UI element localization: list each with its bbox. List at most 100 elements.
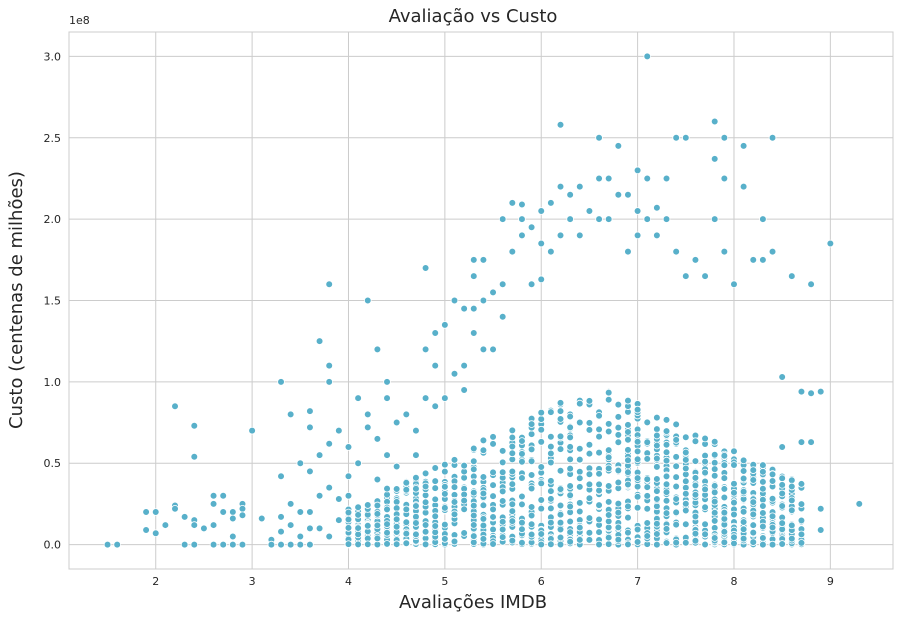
scatter-point bbox=[662, 416, 671, 424]
scatter-point bbox=[759, 467, 767, 476]
scatter-point bbox=[566, 423, 574, 432]
scatter-point bbox=[257, 514, 266, 523]
scatter-point bbox=[575, 399, 584, 408]
scatter-point bbox=[720, 538, 729, 547]
scatter-point bbox=[161, 521, 170, 529]
scatter-point bbox=[354, 540, 362, 549]
scatter-point bbox=[566, 528, 574, 536]
scatter-point bbox=[720, 174, 729, 183]
scatter-point bbox=[614, 478, 623, 487]
scatter-point bbox=[604, 215, 613, 223]
scatter-point bbox=[209, 500, 218, 508]
scatter-point bbox=[354, 524, 362, 532]
scatter-point bbox=[759, 534, 767, 542]
scatter-point bbox=[383, 528, 391, 537]
scatter-point bbox=[556, 399, 565, 407]
scatter-point bbox=[489, 345, 497, 354]
scatter-point bbox=[730, 510, 738, 519]
scatter-point bbox=[604, 174, 613, 183]
scatter-point bbox=[460, 304, 468, 313]
scatter-point bbox=[653, 413, 661, 422]
scatter-point bbox=[604, 453, 613, 462]
scatter-point bbox=[537, 425, 546, 434]
scatter-point bbox=[556, 415, 565, 423]
scatter-point bbox=[489, 440, 497, 448]
scatter-point bbox=[778, 443, 786, 451]
scatter-point bbox=[720, 528, 729, 536]
scatter-point bbox=[797, 387, 806, 396]
scatter-point bbox=[710, 517, 719, 525]
scatter-point bbox=[209, 491, 218, 500]
tick-labels: 2 3 4 5 6 7 8 9 0.0 0.5 1.0 1.5 2.0 2.5 3.0 bbox=[44, 50, 834, 588]
scatter-point bbox=[720, 515, 729, 523]
scatter-point bbox=[662, 509, 671, 517]
scatter-point bbox=[730, 461, 738, 469]
scatter-point bbox=[431, 361, 440, 370]
scatter-point bbox=[614, 535, 623, 544]
scatter-point bbox=[219, 508, 227, 516]
scatter-point bbox=[662, 480, 671, 489]
scatter-point bbox=[701, 457, 709, 466]
scatter-point bbox=[383, 520, 391, 528]
scatter-point bbox=[431, 484, 440, 492]
scatter-point bbox=[585, 207, 594, 215]
scatter-point bbox=[277, 513, 285, 521]
scatter-point bbox=[469, 532, 478, 540]
scatter-point bbox=[421, 521, 430, 529]
scatter-point bbox=[547, 477, 555, 485]
scatter-point bbox=[604, 482, 613, 490]
scatter-point bbox=[392, 498, 401, 506]
scatter-point bbox=[691, 256, 700, 264]
scatter-point bbox=[412, 426, 420, 435]
scatter-point bbox=[778, 373, 786, 381]
scatter-point bbox=[508, 433, 517, 442]
scatter-point bbox=[537, 275, 546, 284]
scatter-point bbox=[441, 394, 449, 402]
scatter-point bbox=[508, 517, 517, 525]
scatter-point bbox=[219, 491, 227, 500]
scatter-point bbox=[479, 521, 488, 530]
grid bbox=[69, 32, 893, 569]
scatter-point bbox=[624, 435, 632, 444]
scatter-point bbox=[335, 516, 343, 524]
scatter-point bbox=[547, 408, 555, 416]
scatter-point bbox=[556, 501, 565, 510]
scatter-point bbox=[614, 190, 623, 199]
scatter-point bbox=[691, 474, 700, 482]
scatter-point bbox=[190, 521, 199, 529]
x-tick-label: 5 bbox=[441, 575, 448, 588]
scatter-point bbox=[498, 525, 507, 534]
scatter-point bbox=[643, 504, 652, 513]
scatter-point bbox=[672, 247, 680, 256]
scatter-point bbox=[325, 532, 334, 541]
scatter-point bbox=[739, 518, 748, 526]
scatter-point bbox=[672, 420, 680, 429]
scatter-point bbox=[537, 239, 546, 248]
scatter-point bbox=[229, 508, 237, 516]
scatter-point bbox=[421, 469, 430, 478]
scatter-point bbox=[383, 378, 391, 386]
scatter-point bbox=[788, 496, 796, 505]
scatter-point bbox=[662, 427, 671, 435]
scatter-point bbox=[604, 517, 613, 526]
scatter-point bbox=[200, 524, 208, 533]
scatter-point bbox=[643, 492, 652, 500]
scatter-point bbox=[595, 528, 603, 536]
scatter-point bbox=[595, 215, 603, 223]
scatter-point bbox=[585, 449, 594, 458]
scatter-point bbox=[816, 504, 825, 513]
scatter-point bbox=[624, 396, 632, 405]
scatter-point bbox=[575, 499, 584, 507]
scatter-point bbox=[441, 504, 449, 512]
scatter-point bbox=[643, 455, 652, 463]
scatter-point bbox=[662, 539, 671, 547]
scatter-point bbox=[469, 272, 478, 280]
scatter-point bbox=[681, 272, 690, 280]
scatter-point bbox=[508, 507, 517, 515]
scatter-point bbox=[508, 500, 517, 509]
scatter-point bbox=[325, 280, 334, 289]
scatter-point bbox=[681, 477, 690, 486]
scatter-point bbox=[460, 361, 468, 370]
scatter-point bbox=[412, 484, 420, 493]
